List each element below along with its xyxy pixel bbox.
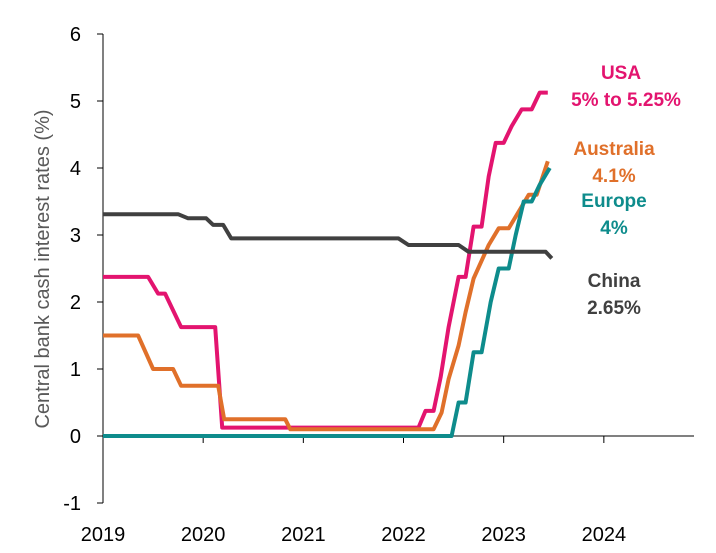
y-tick-label: 6 (70, 24, 81, 46)
y-tick-label: 5 (70, 91, 81, 113)
annotation-australia-value: 4.1% (592, 166, 635, 187)
x-tick-label: 2022 (381, 524, 426, 546)
annotation-australia: Australia 4.1% (573, 139, 655, 187)
series-lines (103, 90, 554, 438)
series-line-australia (103, 160, 550, 432)
annotation-usa-name: USA (601, 63, 641, 84)
axes: -1 0 1 2 3 4 5 6 2019 2020 2021 2022 2023 2024 (63, 24, 694, 546)
annotation-usa: USA 5% to 5.25% (571, 63, 681, 111)
y-axis-label: Central bank cash interest rates (%) (32, 109, 54, 428)
x-tick-label: 2023 (481, 524, 526, 546)
x-tick-label: 2019 (81, 524, 126, 546)
x-tick-label: 2020 (181, 524, 226, 546)
annotation-europe: Europe 4% (581, 191, 646, 239)
series-line-china (103, 212, 554, 260)
y-tick-label: 0 (70, 426, 81, 448)
y-tick-label: 1 (70, 359, 81, 381)
annotation-china: China 2.65% (587, 271, 641, 319)
annotation-china-name: China (588, 271, 641, 292)
annotation-europe-value: 4% (600, 218, 628, 239)
y-tick-label: 4 (70, 158, 81, 180)
series-line-europe (103, 166, 552, 438)
x-tick-label: 2024 (582, 524, 627, 546)
annotation-europe-name: Europe (581, 191, 646, 212)
annotation-china-value: 2.65% (587, 298, 641, 319)
y-tick-label: 3 (70, 225, 81, 247)
y-tick-label: -1 (63, 493, 81, 515)
y-tick-label: 2 (70, 292, 81, 314)
x-tick-label: 2021 (281, 524, 326, 546)
series-line-usa (103, 90, 548, 430)
annotation-australia-name: Australia (573, 139, 655, 160)
annotation-usa-value: 5% to 5.25% (571, 90, 681, 111)
